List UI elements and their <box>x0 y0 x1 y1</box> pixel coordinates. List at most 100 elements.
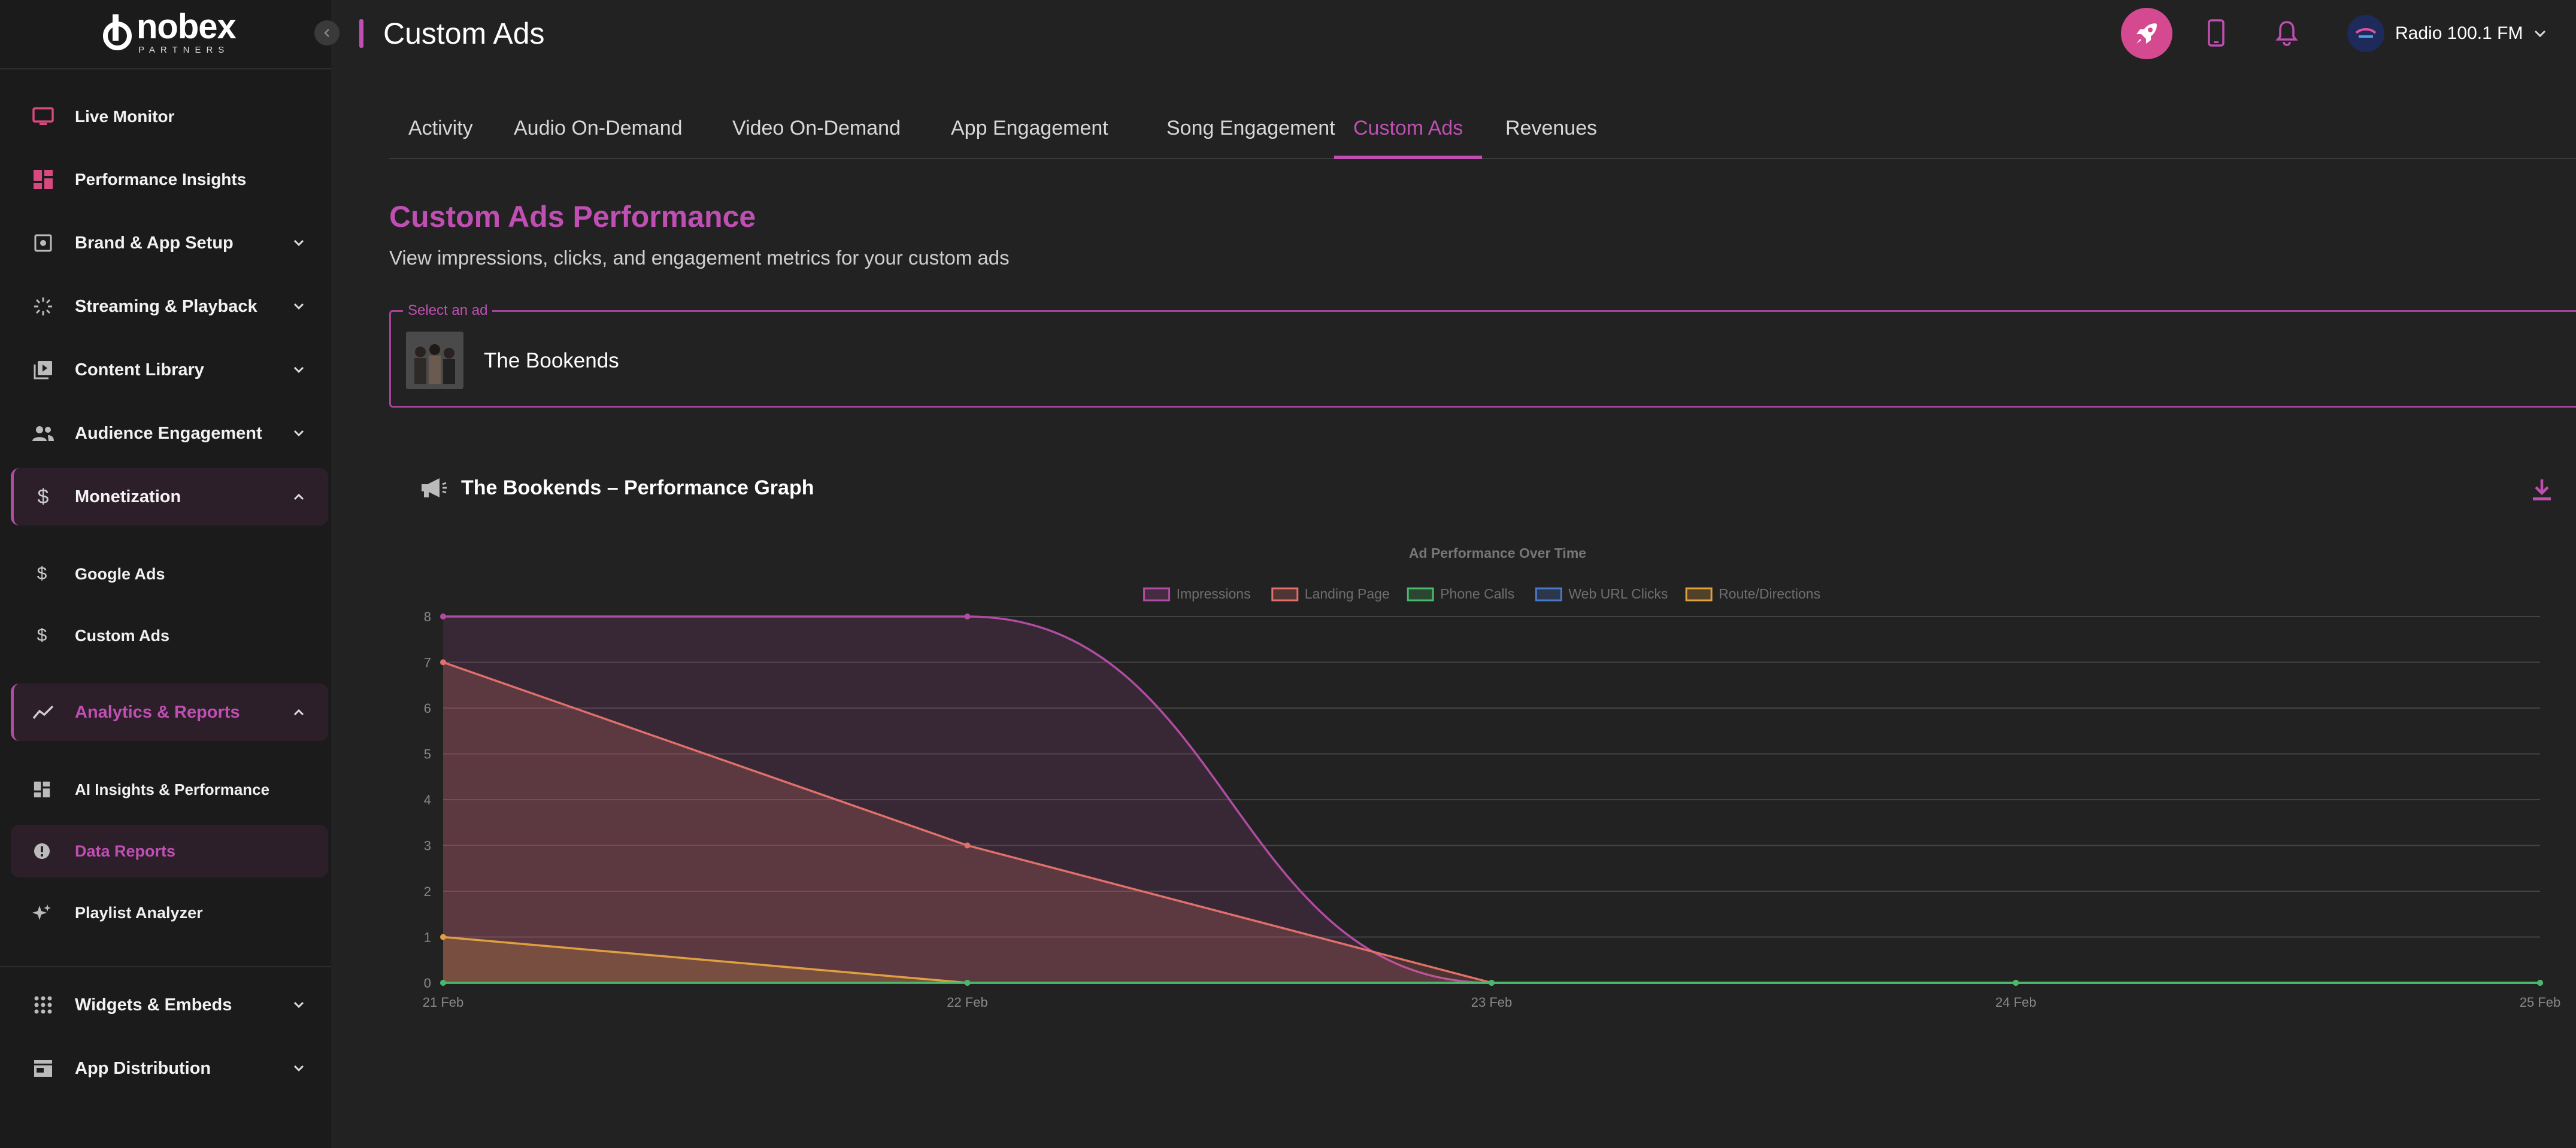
sidebar-item-data-reports[interactable]: Data Reports <box>11 825 328 877</box>
chevron-down-icon <box>290 1059 308 1077</box>
tab-activity[interactable]: Activity <box>408 117 473 139</box>
sidebar-item-ai-insights[interactable]: AI Insights & Performance <box>11 763 328 816</box>
x-tick-label: 21 Feb <box>423 995 464 1010</box>
data-point <box>2013 980 2019 986</box>
sidebar-item-streaming-playback[interactable]: Streaming & Playback <box>11 278 328 335</box>
sidebar-item-label: AI Insights & Performance <box>75 780 270 798</box>
megaphone-icon <box>422 478 447 497</box>
download-icon <box>2533 479 2551 500</box>
brand-logo[interactable]: nobex PARTNERS <box>102 7 237 54</box>
chart-title: Ad Performance Over Time <box>1409 545 1586 561</box>
graph-title: The Bookends – Performance Graph <box>461 476 814 499</box>
legend-swatch <box>1271 587 1299 602</box>
ad-select-value: The Bookends <box>484 349 619 372</box>
legend-swatch <box>1535 587 1562 602</box>
ad-select[interactable]: Select an ad The Bookends <box>389 302 2576 408</box>
tab-song-engagement[interactable]: Song Engagement <box>1166 117 1335 139</box>
sidebar-item-label: Streaming & Playback <box>75 296 257 316</box>
legend-label: Web URL Clicks <box>1568 586 1668 602</box>
sidebar-item-custom-ads[interactable]: $ Custom Ads <box>11 609 328 662</box>
dashboard-icon <box>31 779 53 800</box>
sidebar-item-google-ads[interactable]: $ Google Ads <box>11 548 328 600</box>
sidebar-item-playlist-analyzer[interactable]: Playlist Analyzer <box>11 886 328 939</box>
dashboard-icon <box>31 168 55 192</box>
chevron-up-icon <box>290 703 308 721</box>
sidebar-item-performance-insights[interactable]: Performance Insights <box>11 151 328 208</box>
data-point <box>2537 980 2543 986</box>
sidebar-item-label: Widgets & Embeds <box>75 995 232 1015</box>
tab-audio-on-demand[interactable]: Audio On-Demand <box>514 117 683 139</box>
logo-mark-icon <box>102 13 133 50</box>
series-area <box>443 662 2540 983</box>
x-tick-label: 23 Feb <box>1471 995 1513 1010</box>
series-area <box>443 616 2540 983</box>
ad-thumbnail <box>406 332 463 389</box>
dollar-icon: $ <box>37 625 47 645</box>
sidebar-item-label: Analytics & Reports <box>75 702 240 722</box>
section-title: Custom Ads Performance <box>389 200 756 233</box>
page-heading: Custom Ads <box>359 17 545 50</box>
sidebar: nobex PARTNERS Live Monitor Performance … <box>0 0 340 1148</box>
sidebar-item-brand-app-setup[interactable]: Brand & App Setup <box>11 214 328 272</box>
chevron-up-icon <box>290 488 308 506</box>
y-tick-label: 6 <box>424 701 431 716</box>
data-point <box>440 934 446 940</box>
section-subtitle: View impressions, clicks, and engagement… <box>389 247 1010 269</box>
data-point <box>440 659 446 666</box>
data-point <box>964 614 971 619</box>
chevron-down-icon <box>290 297 308 315</box>
sparkle-icon <box>31 902 53 924</box>
rocket-button[interactable] <box>2121 8 2172 59</box>
monitor-icon <box>31 105 55 129</box>
legend-swatch <box>1143 587 1171 602</box>
chevron-down-icon <box>2535 30 2546 38</box>
data-point <box>440 614 446 619</box>
sidebar-divider <box>0 68 331 69</box>
logo-word: nobex <box>137 7 237 46</box>
x-tick-label: 25 Feb <box>2520 995 2561 1010</box>
sidebar-item-audience-engagement[interactable]: Audience Engagement <box>11 405 328 462</box>
title-accent-bar <box>359 19 363 48</box>
station-logo <box>2347 15 2384 52</box>
collapse-sidebar-button[interactable] <box>314 20 340 45</box>
chevron-down-icon <box>290 361 308 379</box>
sidebar-item-label: Google Ads <box>75 564 165 583</box>
page-title: Custom Ads <box>383 17 545 50</box>
streaming-icon <box>31 294 55 318</box>
legend-swatch <box>1407 587 1434 602</box>
library-icon <box>31 358 55 382</box>
sidebar-item-label: Performance Insights <box>75 170 247 189</box>
dollar-icon: $ <box>37 564 47 584</box>
legend-swatch <box>1685 587 1713 602</box>
sidebar-item-label: Playlist Analyzer <box>75 903 203 922</box>
series-area <box>443 937 2540 983</box>
sidebar-item-content-library[interactable]: Content Library <box>11 341 328 399</box>
data-point <box>964 842 971 849</box>
notifications-button[interactable] <box>2272 18 2302 48</box>
sidebar-divider <box>0 966 331 967</box>
chevron-down-icon <box>290 234 308 252</box>
download-button[interactable] <box>2527 475 2557 505</box>
bell-icon <box>2275 21 2298 46</box>
sidebar-item-analytics-reports[interactable]: Analytics & Reports <box>11 684 328 741</box>
grid-icon <box>31 993 55 1017</box>
tab-custom-ads[interactable]: Custom Ads <box>1334 108 1483 159</box>
graph-header: The Bookends – Performance Graph <box>419 476 814 500</box>
tab-video-on-demand[interactable]: Video On-Demand <box>732 117 901 139</box>
y-tick-label: 1 <box>424 930 431 945</box>
tab-app-engagement[interactable]: App Engagement <box>951 117 1108 139</box>
sidebar-item-label: Data Reports <box>75 842 176 860</box>
sidebar-item-label: Monetization <box>75 487 181 506</box>
alert-circle-icon <box>31 840 53 862</box>
sidebar-item-monetization[interactable]: $ Monetization <box>11 468 328 526</box>
y-tick-label: 3 <box>424 839 431 854</box>
legend-label: Impressions <box>1177 586 1251 602</box>
mobile-preview-button[interactable] <box>2201 18 2231 48</box>
tab-revenues[interactable]: Revenues <box>1505 117 1598 139</box>
sidebar-item-app-distribution[interactable]: App Distribution <box>11 1040 328 1097</box>
sidebar-item-widgets-embeds[interactable]: Widgets & Embeds <box>11 976 328 1034</box>
store-icon <box>31 1056 55 1080</box>
chart-svg: Ad Performance Over Time Impressions Landi… <box>423 545 2561 1010</box>
station-selector[interactable]: Radio 100.1 FM <box>2347 14 2547 53</box>
sidebar-item-live-monitor[interactable]: Live Monitor <box>11 88 328 145</box>
